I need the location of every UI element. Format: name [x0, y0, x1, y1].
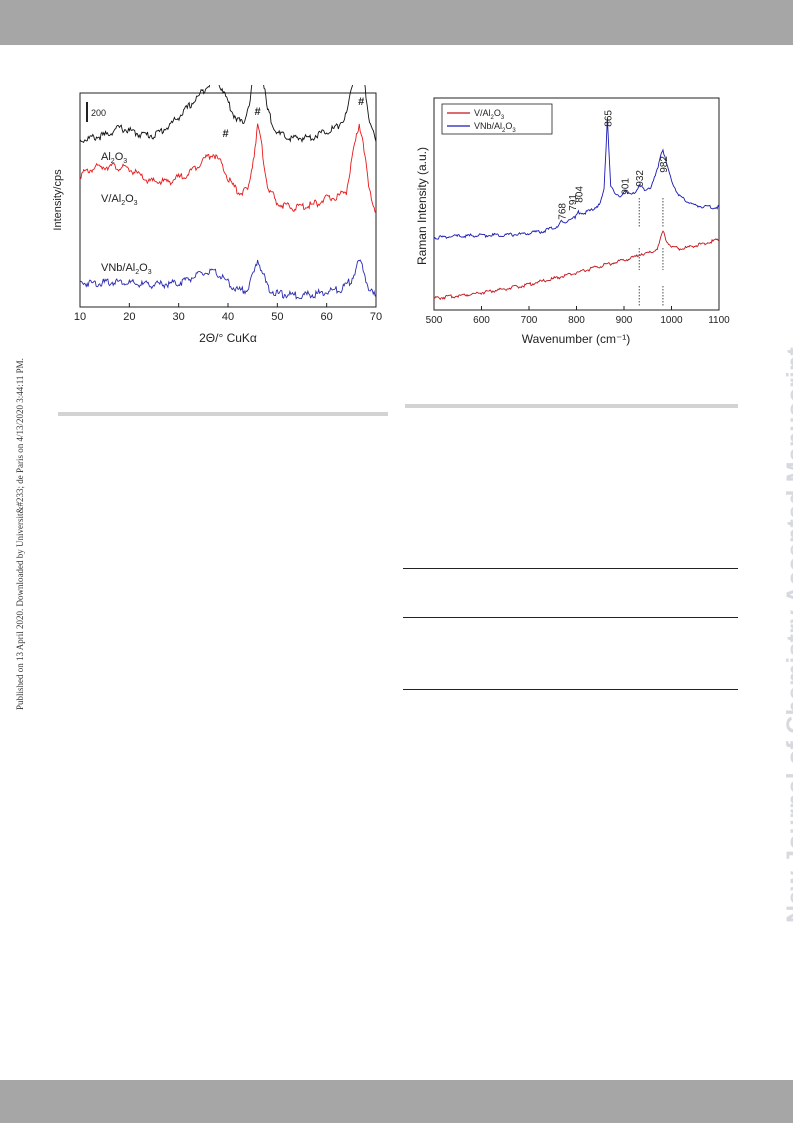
raman-peak-label: 901 [620, 178, 631, 195]
raman-x-tick-label: 1100 [708, 315, 730, 326]
xrd-series-label-al2o3: Al2O3 [101, 151, 127, 165]
table-rule-top [403, 568, 738, 569]
table-rule-mid [403, 617, 738, 618]
xrd-x-tick-label: 30 [173, 311, 185, 323]
xrd-series-label-vnb-al2o3: VNb/Al2O3 [101, 262, 152, 276]
xrd-peak-marker: # [358, 96, 364, 108]
raman-x-tick-label: 900 [616, 315, 633, 326]
raman-series-line-1 [433, 118, 720, 240]
xrd-x-axis-label: 2Θ/° CuKα [199, 331, 257, 345]
legend-label-v-al2o3: V/Al2O3 [474, 108, 505, 121]
footer-band [0, 1080, 793, 1123]
raman-x-axis-label: Wavenumber (cm⁻¹) [522, 332, 631, 346]
xrd-peak-marker: # [255, 106, 261, 118]
xrd-series-line-2 [79, 259, 377, 300]
xrd-x-tick-label: 70 [370, 311, 382, 323]
xrd-scale-label: 200 [91, 108, 106, 118]
legend-label-vnb-al2o3: VNb/Al2O3 [474, 121, 516, 134]
xrd-x-tick-label: 20 [123, 311, 135, 323]
xrd-x-tick-label: 60 [321, 311, 333, 323]
raman-x-tick-label: 700 [521, 315, 538, 326]
xrd-chart: # # # 10 20 30 40 50 60 70 200 Al2O3 V/Al2O3 VNb… [52, 85, 382, 345]
accepted-manuscript-watermark: New Journal of Chemistry Accepted Manusc… [782, 346, 793, 923]
raman-peak-label: 804 [574, 186, 585, 203]
xrd-x-tick-label: 10 [74, 311, 86, 323]
xrd-x-tick-label: 50 [271, 311, 283, 323]
xrd-peak-marker: # [222, 128, 228, 140]
xrd-x-tick-label: 40 [222, 311, 234, 323]
raman-peak-label: 932 [635, 170, 646, 187]
xrd-series-line-0 [79, 85, 377, 144]
caption-divider-left [58, 412, 388, 416]
xrd-series-line-1 [79, 123, 377, 214]
caption-divider-right [405, 404, 738, 408]
raman-x-tick-label: 800 [568, 315, 585, 326]
raman-peak-label: 791 [568, 194, 579, 211]
xrd-series-label-v-al2o3: V/Al2O3 [101, 193, 138, 207]
raman-legend: V/Al2O3 VNb/Al2O3 [441, 103, 553, 135]
raman-series-line-0 [433, 230, 720, 301]
raman-legend-box [441, 103, 553, 135]
xrd-y-axis-label: Intensity/cps [52, 169, 64, 231]
raman-x-tick-label: 600 [473, 315, 490, 326]
raman-peak-label: 865 [603, 110, 614, 127]
raman-peak-label: 768 [557, 203, 568, 220]
raman-x-tick-label: 1000 [660, 315, 683, 326]
raman-x-tick-label: 500 [426, 315, 443, 326]
raman-peak-label: 982 [659, 156, 670, 173]
publication-note: Published on 13 April 2020. Downloaded b… [15, 358, 25, 710]
header-band [0, 0, 793, 45]
table-rule-bottom [403, 689, 738, 690]
raman-y-axis-label: Raman Intensity (a.u.) [415, 147, 429, 265]
